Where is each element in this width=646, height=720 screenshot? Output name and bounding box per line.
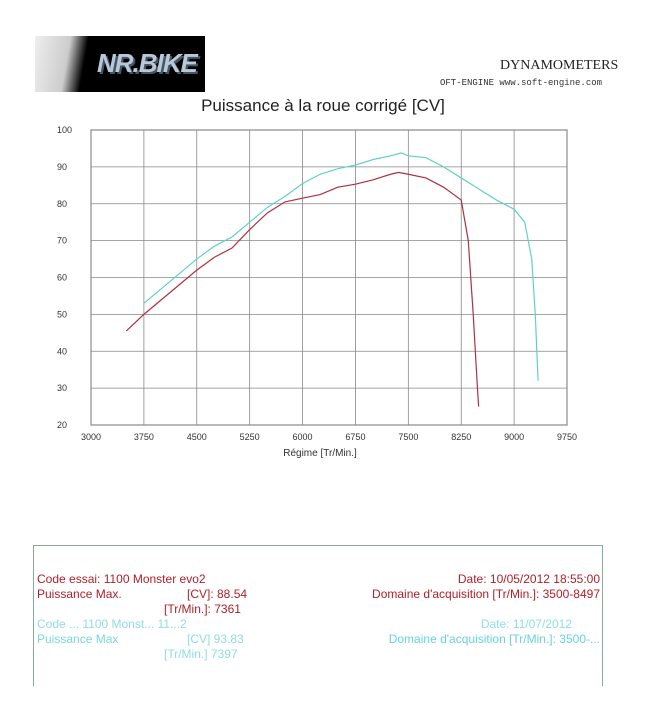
cyan-code: Code ... 1100 Monst... 11...2 — [37, 617, 187, 631]
x-tick-label: 9750 — [557, 432, 577, 442]
logo-text: NR.BIKE — [97, 48, 198, 78]
red-rpm: [Tr/Min.]: 7361 — [164, 602, 241, 616]
x-axis-label: Régime [Tr/Min.] — [283, 448, 357, 459]
red-pmax-label: Puissance Max. — [37, 587, 122, 601]
cyan-date: Date: 11/07/2012 — [480, 617, 572, 631]
y-tick-label: 90 — [57, 162, 67, 172]
red-cv: [CV]: 88.54 — [187, 587, 248, 601]
y-tick-label: 50 — [57, 309, 67, 319]
y-tick-label: 40 — [57, 346, 67, 356]
y-tick-label: 100 — [57, 125, 72, 135]
x-tick-label: 6750 — [345, 432, 365, 442]
y-tick-label: 80 — [57, 199, 67, 209]
x-tick-label: 5250 — [240, 432, 260, 442]
cyan-domain: Domaine d'acquisition [Tr/Min.]: 3500-..… — [388, 632, 600, 646]
series-line-cyan — [143, 152, 539, 381]
logo-url: OFT-ENGINE www.soft-engine.com — [440, 78, 603, 88]
y-tick-label: 30 — [57, 383, 67, 393]
power-chart: 3000 3750 4500 5250 6000 6750 7500 8250 9000 9750… — [57, 125, 577, 442]
red-domain: Domaine d'acquisition [Tr/Min.]: 3500-84… — [372, 587, 600, 601]
series-line-red — [125, 171, 480, 407]
test-info-panel: Code essai: 1100 Monster evo2 Puissance … — [33, 545, 603, 686]
chart-title: Puissance à la roue corrigé [CV] — [201, 96, 445, 115]
x-tick-label: 3000 — [81, 432, 101, 442]
red-code: Code essai: 1100 Monster evo2 — [37, 572, 206, 586]
x-tick-label: 4500 — [187, 432, 207, 442]
red-date: Date: 10/05/2012 18:55:00 — [457, 572, 600, 586]
soft-engine-logo: DYNAMOMETERS OFT-ENGINE www.soft-engine.… — [440, 40, 620, 92]
cyan-cv: [CV] 93.83 — [187, 632, 244, 646]
x-tick-label: 7500 — [398, 432, 418, 442]
nrbike-logo: NR.BIKE — [35, 36, 205, 92]
x-tick-label: 3750 — [134, 432, 154, 442]
y-tick-label: 70 — [57, 236, 67, 246]
x-tick-label: 6000 — [293, 432, 313, 442]
y-tick-label: 20 — [57, 420, 67, 430]
cyan-pmax-label: Puissance Max — [37, 632, 119, 646]
x-tick-label: 8250 — [451, 432, 471, 442]
y-tick-label: 60 — [57, 273, 67, 283]
cyan-rpm: [Tr/Min.] 7397 — [164, 647, 238, 661]
x-tick-label: 9000 — [504, 432, 524, 442]
logo-brand: DYNAMOMETERS — [500, 58, 619, 73]
